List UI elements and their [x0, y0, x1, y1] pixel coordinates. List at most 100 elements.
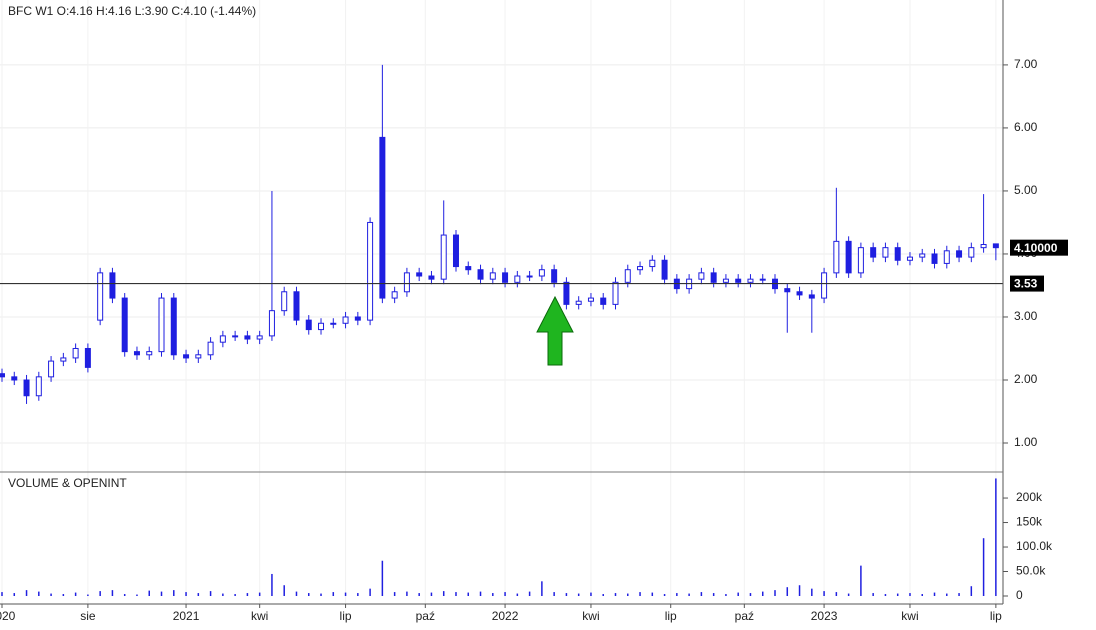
last-price-box	[1010, 239, 1068, 256]
candle-body	[575, 300, 582, 305]
arrow-annotation	[536, 295, 574, 366]
candle-body	[342, 316, 349, 324]
candle-body	[146, 351, 153, 356]
candle-body	[318, 322, 325, 331]
candle-body	[906, 256, 913, 261]
candle-body	[563, 281, 570, 305]
candle-body	[759, 278, 766, 281]
candle-body	[281, 291, 288, 312]
y-tick-label: 0	[1016, 588, 1023, 602]
candle-body	[489, 272, 496, 280]
candle-body	[968, 247, 975, 258]
candle-body	[35, 376, 42, 397]
candle-body	[268, 310, 275, 337]
candle-body	[833, 240, 840, 274]
candle-body	[403, 272, 410, 293]
last-price-label: 4.10000	[1014, 241, 1058, 255]
x-tick-label: lip	[340, 609, 352, 623]
candle-body	[784, 288, 791, 293]
candle-body	[722, 278, 729, 283]
candle-body	[894, 247, 901, 261]
candle-body	[538, 269, 545, 277]
candle-body	[84, 347, 91, 368]
candle-body	[502, 272, 509, 283]
candle-body	[477, 269, 484, 280]
x-tick-label: sie	[80, 609, 96, 623]
candle-body	[600, 297, 607, 305]
candle-body	[330, 322, 337, 325]
candle-body	[526, 275, 533, 278]
candle-body	[158, 297, 165, 353]
candle-body	[808, 294, 815, 299]
candle-body	[428, 275, 435, 280]
candle-body	[232, 335, 239, 338]
y-tick-label: 3.00	[1014, 309, 1038, 323]
y-tick-label: 200k	[1016, 490, 1043, 504]
y-tick-label: 6.00	[1014, 120, 1038, 134]
y-tick-label: 1.00	[1014, 435, 1038, 449]
y-tick-label: 100.0k	[1016, 539, 1053, 553]
candle-body	[256, 335, 263, 340]
candle-body	[0, 373, 5, 378]
candle-body	[661, 259, 668, 280]
candle-body	[219, 335, 226, 343]
candle-body	[354, 316, 361, 321]
candle-body	[452, 234, 459, 268]
candle-body	[293, 291, 300, 321]
x-tick-label: kwi	[251, 609, 268, 623]
candle-body	[465, 266, 472, 271]
x-tick-label: lip	[990, 609, 1002, 623]
candle-body	[195, 354, 202, 359]
candle-body	[60, 357, 67, 362]
x-tick-label: 2023	[811, 609, 838, 623]
candle-body	[305, 319, 312, 331]
candle-body	[11, 376, 18, 381]
candle-body	[637, 266, 644, 271]
candle-body	[244, 335, 251, 340]
candle-body	[367, 221, 374, 321]
candle-body	[514, 275, 521, 283]
level-label: 3.53	[1014, 277, 1038, 291]
y-tick-label: 150k	[1016, 515, 1043, 529]
candle-body	[440, 234, 447, 280]
y-tick-label: 2.00	[1014, 372, 1038, 386]
y-tick-label: 5.00	[1014, 183, 1038, 197]
candle-body	[587, 297, 594, 302]
candle-body	[183, 354, 190, 359]
candle-body	[379, 136, 386, 299]
candle-body	[919, 253, 926, 258]
candle-body	[48, 360, 55, 378]
x-tick-label: paź	[416, 609, 435, 623]
x-tick-label: kwi	[582, 609, 599, 623]
candle-body	[956, 250, 963, 258]
candle-body	[551, 269, 558, 283]
x-tick-label: lip	[665, 609, 677, 623]
candle-body	[72, 347, 79, 359]
y-tick-label: 50.0k	[1016, 564, 1046, 578]
candle-body	[796, 291, 803, 296]
candle-body	[391, 291, 398, 299]
candle-body	[133, 351, 140, 356]
candle-body	[882, 247, 889, 258]
header: BFC W1 O:4.16 H:4.16 L:3.90 C:4.10 (-1.4…	[8, 4, 256, 18]
candle-body	[121, 297, 128, 353]
candle-body	[612, 281, 619, 305]
x-tick-label: kwi	[901, 609, 918, 623]
candle-body	[992, 243, 999, 249]
candle-body	[747, 278, 754, 283]
labels: 1.002.003.004.005.006.007.003.534.100000…	[0, 57, 1068, 623]
candle-body	[624, 269, 631, 283]
x-tick-label: 2020	[0, 609, 16, 623]
candle-body	[710, 272, 717, 283]
candle-body	[23, 379, 30, 397]
candle-body	[735, 278, 742, 283]
x-tick-label: 2022	[492, 609, 519, 623]
candle-body	[821, 272, 828, 299]
candle-body	[931, 253, 938, 264]
candle-body	[857, 247, 864, 274]
candle-body	[943, 250, 950, 264]
candle-body	[97, 272, 104, 321]
x-tick-label: paź	[735, 609, 754, 623]
